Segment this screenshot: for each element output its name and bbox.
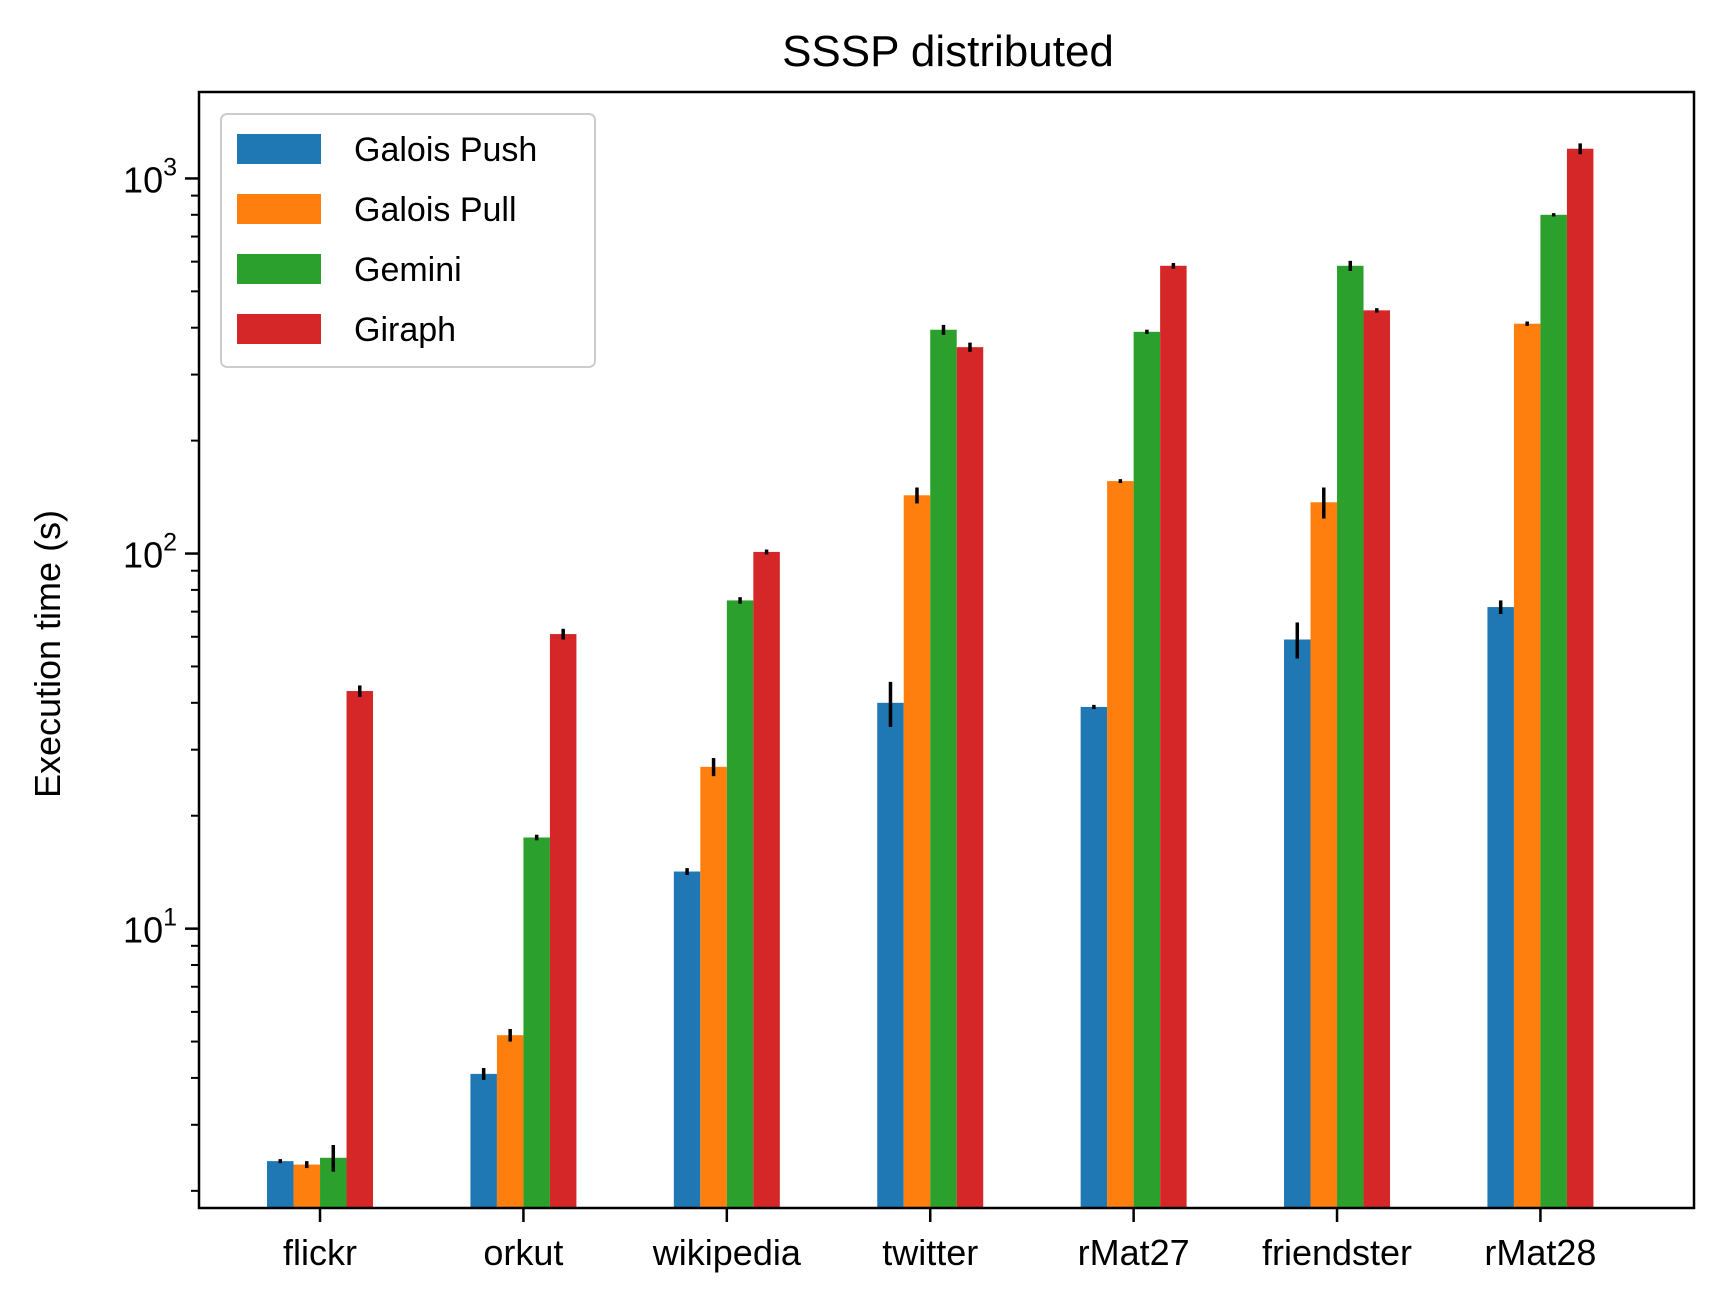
x-tick-label: friendster [1262, 1232, 1412, 1273]
bar-gemini-friendster [1337, 265, 1364, 1209]
bar-galois-pull-flickr [293, 1164, 321, 1208]
y-tick-exponent: 1 [163, 904, 177, 932]
x-tick-label: orkut [483, 1232, 563, 1273]
bar-galois-pull-friendster [1310, 502, 1338, 1208]
chart-title: SSSP distributed [782, 27, 1114, 76]
x-tick-label: rMat28 [1484, 1232, 1596, 1273]
bars [267, 148, 1594, 1209]
error-bars [278, 143, 1582, 1172]
x-tick-label: twitter [882, 1232, 978, 1273]
bar-giraph-orkut [549, 634, 577, 1208]
bar-gemini-twitter [930, 329, 957, 1208]
legend-swatch [237, 194, 321, 224]
bar-galois-push-rmat27 [1080, 706, 1108, 1208]
legend-label: Galois Pull [354, 191, 517, 229]
bar-galois-pull-wikipedia [700, 766, 727, 1208]
bar-galois-pull-orkut [496, 1035, 524, 1208]
y-axis-label: Execution time (s) [27, 510, 68, 798]
bar-galois-push-flickr [267, 1161, 294, 1208]
legend-label: Galois Push [354, 131, 537, 169]
bar-gemini-rmat27 [1133, 331, 1161, 1209]
bar-gemini-rmat28 [1540, 214, 1567, 1208]
x-tick-label: flickr [283, 1232, 357, 1273]
y-tick-label: 103 [123, 153, 177, 200]
bar-galois-pull-rmat28 [1513, 323, 1541, 1209]
y-tick-base: 10 [123, 910, 163, 951]
legend-swatch [237, 314, 321, 344]
legend-swatch [237, 134, 321, 164]
y-minor-ticks [191, 194, 199, 1192]
bar-galois-push-orkut [470, 1073, 497, 1208]
bar-galois-push-twitter [877, 702, 904, 1208]
legend-swatch [237, 254, 321, 284]
bar-giraph-flickr [346, 691, 374, 1208]
bar-giraph-twitter [956, 347, 984, 1208]
bar-giraph-rmat27 [1160, 265, 1187, 1209]
bar-giraph-friendster [1363, 310, 1391, 1209]
y-tick-label: 102 [123, 529, 177, 576]
y-tick-base: 10 [123, 535, 163, 576]
legend: Galois Push Galois Pull Gemini Giraph [220, 113, 596, 368]
y-tick-exponent: 3 [163, 153, 177, 181]
bar-gemini-orkut [523, 837, 550, 1208]
bar-galois-push-rmat28 [1487, 607, 1514, 1208]
legend-label: Gemini [354, 251, 462, 289]
y-tick-label: 101 [123, 904, 177, 951]
plot-frame [197, 90, 1696, 1210]
bar-gemini-wikipedia [726, 600, 754, 1208]
y-tick-base: 10 [123, 159, 163, 200]
y-tick-exponent: 2 [163, 529, 177, 557]
bar-galois-pull-twitter [903, 495, 931, 1208]
legend-label: Giraph [354, 311, 456, 349]
legend-box [220, 113, 596, 368]
bar-galois-push-wikipedia [673, 871, 701, 1208]
bar-galois-pull-rmat27 [1107, 481, 1134, 1208]
bar-giraph-wikipedia [753, 551, 780, 1208]
bar-giraph-rmat28 [1566, 148, 1594, 1208]
bar-galois-push-friendster [1284, 639, 1311, 1208]
x-tick-label: wikipedia [652, 1232, 802, 1273]
x-tick-label: rMat27 [1078, 1232, 1190, 1273]
x-ticks: flickr orkut wikipedia twitter rMat27 friends… [283, 1208, 1596, 1273]
